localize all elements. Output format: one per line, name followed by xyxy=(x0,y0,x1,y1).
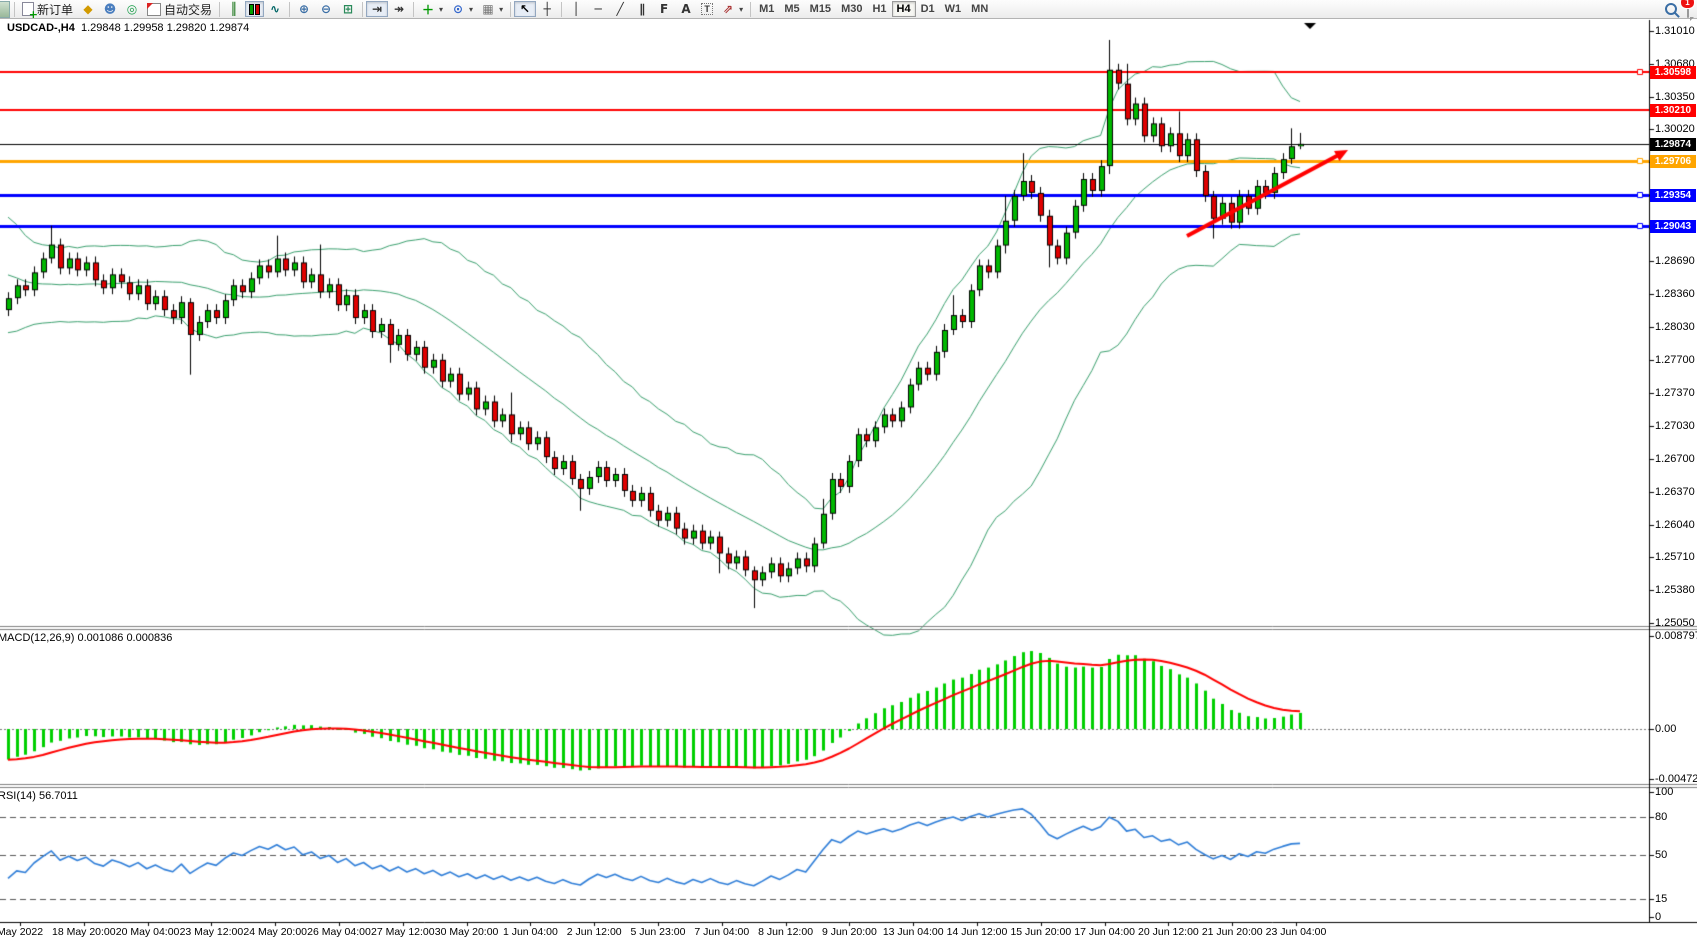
timeframe-m15-button[interactable]: M15 xyxy=(805,1,836,17)
text-label-icon: T xyxy=(701,3,714,15)
toolbar-separator xyxy=(750,1,752,17)
timeframe-m5-button[interactable]: M5 xyxy=(779,1,804,17)
horizontal-line-icon: ─ xyxy=(594,2,602,16)
cursor-button[interactable]: ↖ xyxy=(514,1,537,17)
tile-windows-button[interactable]: ⊞ xyxy=(337,1,359,17)
templates-button[interactable]: ▦ ▾ xyxy=(477,1,507,17)
gold-diamond-icon: ◆ xyxy=(83,2,93,16)
auto-scroll-icon: ↠ xyxy=(394,2,405,16)
arrows-icon: ⇗ xyxy=(723,2,734,16)
fibonacci-button[interactable]: F xyxy=(653,1,675,17)
indicators-button[interactable]: ＋ ▾ xyxy=(417,1,447,17)
autotrading-button[interactable]: 自动交易 xyxy=(143,1,216,17)
timeframe-h1-button[interactable]: H1 xyxy=(867,1,891,17)
candlestick-button[interactable] xyxy=(245,1,265,17)
timeframe-m1-button[interactable]: M1 xyxy=(754,1,779,17)
toolbar-separator xyxy=(510,1,512,17)
timeframe-m30-button[interactable]: M30 xyxy=(836,1,867,17)
text-label-button[interactable]: T xyxy=(697,1,717,17)
template-icon: ▦ xyxy=(482,2,494,16)
horizontal-line-button[interactable]: ─ xyxy=(587,1,609,17)
channel-button[interactable]: ∥ xyxy=(631,1,653,17)
toolbar: 新订单◆☻◎自动交易║∿⊕⊖⊞⇥↠＋▾⊙▾▦▾↖┼│─╱∥FAT⇗▾M1M5M1… xyxy=(0,0,1697,21)
search-icon xyxy=(1665,3,1677,15)
search-button[interactable] xyxy=(1661,1,1687,17)
community-button[interactable]: ☻ xyxy=(99,1,121,17)
trendline-button[interactable]: ╱ xyxy=(609,1,631,17)
zoom-out-icon: ⊖ xyxy=(321,2,332,16)
chevron-down-icon: ▾ xyxy=(439,4,444,14)
bar-chart-button[interactable]: ║ xyxy=(223,1,245,17)
chart-shift-icon: ⇥ xyxy=(372,2,383,16)
autotrading-icon xyxy=(147,2,162,16)
notification-badge: 1 xyxy=(1680,0,1695,9)
text-button[interactable]: A xyxy=(675,1,697,17)
chevron-down-icon: ▾ xyxy=(739,4,744,14)
chevron-down-icon: ▾ xyxy=(499,4,504,14)
radar-icon: ◎ xyxy=(126,2,138,16)
chevron-down-icon: ▾ xyxy=(469,4,474,14)
user-icon: ☻ xyxy=(103,2,117,16)
vertical-line-icon: │ xyxy=(572,2,580,16)
timeframe-h4-button[interactable]: H4 xyxy=(891,1,916,17)
line-chart-button[interactable]: ∿ xyxy=(264,1,286,17)
cursor-arrow-icon: ↖ xyxy=(520,2,531,16)
new-order-button-label: 新订单 xyxy=(37,2,74,17)
periods-button[interactable]: ⊙ ▾ xyxy=(447,1,477,17)
auto-scroll-button[interactable]: ↠ xyxy=(388,1,410,17)
signals-button[interactable]: ◎ xyxy=(121,1,143,17)
bar-chart-icon: ║ xyxy=(230,2,238,16)
indicators-icon: ＋ xyxy=(422,2,435,17)
vertical-line-button[interactable]: │ xyxy=(565,1,587,17)
trendline-icon: ╱ xyxy=(616,2,624,16)
toolbar-separator xyxy=(219,1,221,17)
channel-icon: ∥ xyxy=(639,2,646,16)
line-chart-icon: ∿ xyxy=(270,2,281,16)
arrows-button[interactable]: ⇗ ▾ xyxy=(717,1,747,17)
chat-bubble-icon xyxy=(1687,0,1689,18)
new-order-icon xyxy=(22,2,38,21)
toolbar-separator xyxy=(14,1,15,17)
toolbar-separator xyxy=(561,1,563,17)
clipped-toolbar-icon xyxy=(0,0,10,18)
crosshair-button[interactable]: ┼ xyxy=(536,1,558,17)
fibonacci-icon: F xyxy=(659,2,669,16)
toolbar-separator xyxy=(289,1,291,17)
crosshair-icon: ┼ xyxy=(543,2,551,16)
zoom-in-icon: ⊕ xyxy=(299,2,310,16)
zoom-in-button[interactable]: ⊕ xyxy=(293,1,315,17)
autotrading-button-label: 自动交易 xyxy=(164,2,213,17)
toolbar-separator xyxy=(362,1,364,17)
alerts-button[interactable]: 1 xyxy=(1680,0,1695,18)
text-icon: A xyxy=(681,2,691,16)
clock-icon: ⊙ xyxy=(453,2,464,16)
timeframe-d1-button[interactable]: D1 xyxy=(916,1,940,17)
tile-windows-icon: ⊞ xyxy=(343,2,354,16)
new-order-button[interactable]: 新订单 xyxy=(18,1,77,21)
chart-shift-button[interactable]: ⇥ xyxy=(366,1,389,17)
candlestick-icon xyxy=(249,3,261,15)
zoom-out-button[interactable]: ⊖ xyxy=(315,1,337,17)
timeframe-w1-button[interactable]: W1 xyxy=(940,1,967,17)
toolbar-separator xyxy=(413,1,415,17)
market-button[interactable]: ◆ xyxy=(77,1,99,17)
timeframe-mn-button[interactable]: MN xyxy=(966,1,993,17)
